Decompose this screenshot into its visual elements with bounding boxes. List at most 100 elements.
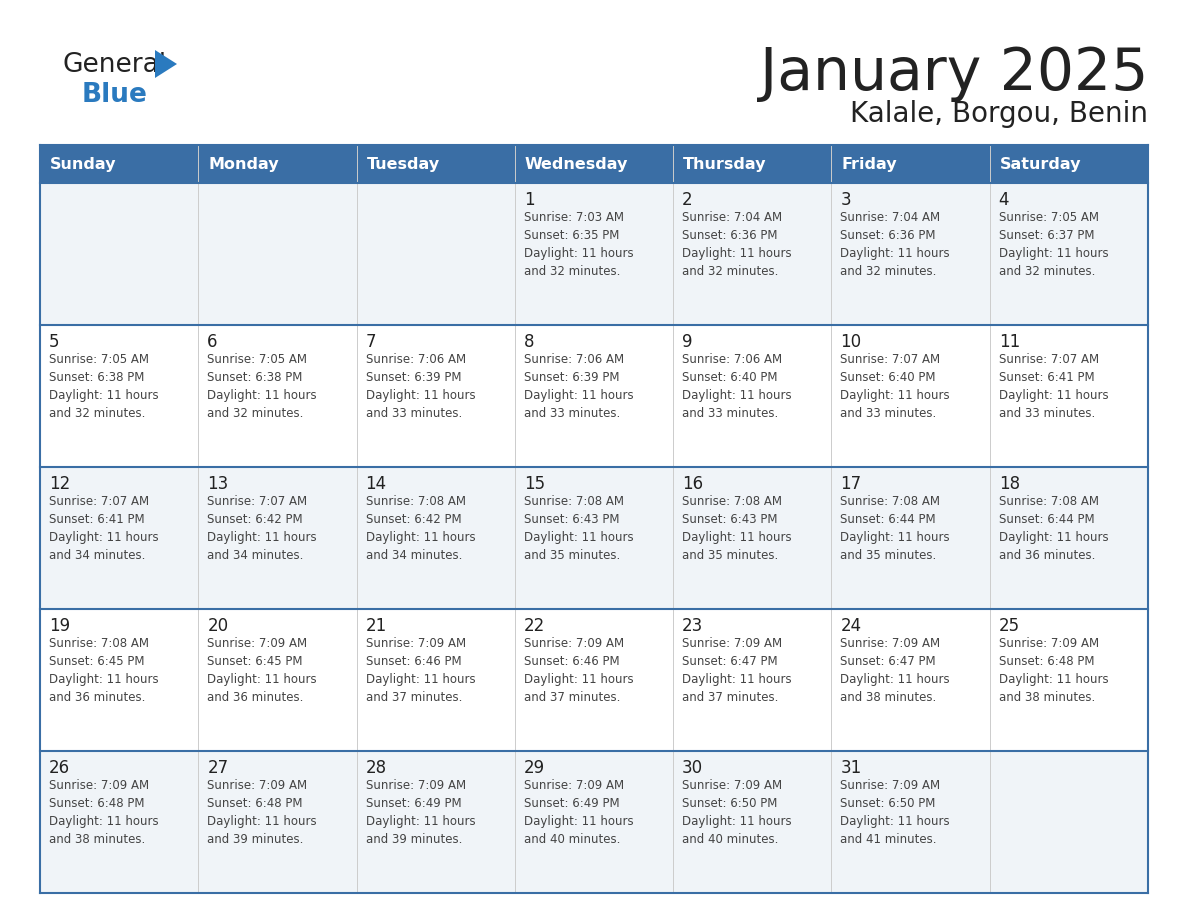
Bar	[40, 325, 198, 467]
Bar	[832, 325, 990, 467]
Text: Friday: Friday	[841, 156, 897, 172]
Text: Sunrise: 7:08 AM
Sunset: 6:42 PM
Daylight: 11 hours
and 34 minutes.: Sunrise: 7:08 AM Sunset: 6:42 PM Dayligh…	[366, 495, 475, 562]
Bar	[514, 751, 674, 893]
Text: 12: 12	[49, 475, 70, 493]
Bar	[356, 751, 514, 893]
Text: 5: 5	[49, 333, 59, 351]
Text: Sunrise: 7:08 AM
Sunset: 6:44 PM
Daylight: 11 hours
and 36 minutes.: Sunrise: 7:08 AM Sunset: 6:44 PM Dayligh…	[999, 495, 1108, 562]
Text: Sunrise: 7:08 AM
Sunset: 6:44 PM
Daylight: 11 hours
and 35 minutes.: Sunrise: 7:08 AM Sunset: 6:44 PM Dayligh…	[840, 495, 950, 562]
Bar	[674, 467, 832, 609]
Bar	[356, 145, 514, 183]
Bar	[356, 609, 514, 751]
Bar	[198, 145, 356, 183]
Bar	[832, 751, 990, 893]
Text: 25: 25	[999, 617, 1019, 635]
Bar	[674, 325, 832, 467]
Polygon shape	[154, 50, 177, 78]
Text: Sunrise: 7:08 AM
Sunset: 6:45 PM
Daylight: 11 hours
and 36 minutes.: Sunrise: 7:08 AM Sunset: 6:45 PM Dayligh…	[49, 637, 159, 704]
Text: Sunrise: 7:05 AM
Sunset: 6:38 PM
Daylight: 11 hours
and 32 minutes.: Sunrise: 7:05 AM Sunset: 6:38 PM Dayligh…	[207, 353, 317, 420]
Text: Sunrise: 7:03 AM
Sunset: 6:35 PM
Daylight: 11 hours
and 32 minutes.: Sunrise: 7:03 AM Sunset: 6:35 PM Dayligh…	[524, 211, 633, 278]
Text: Sunrise: 7:08 AM
Sunset: 6:43 PM
Daylight: 11 hours
and 35 minutes.: Sunrise: 7:08 AM Sunset: 6:43 PM Dayligh…	[682, 495, 791, 562]
Text: Sunrise: 7:07 AM
Sunset: 6:42 PM
Daylight: 11 hours
and 34 minutes.: Sunrise: 7:07 AM Sunset: 6:42 PM Dayligh…	[207, 495, 317, 562]
Bar	[514, 467, 674, 609]
Text: Sunrise: 7:09 AM
Sunset: 6:50 PM
Daylight: 11 hours
and 41 minutes.: Sunrise: 7:09 AM Sunset: 6:50 PM Dayligh…	[840, 779, 950, 846]
Bar	[198, 751, 356, 893]
Text: Sunrise: 7:09 AM
Sunset: 6:45 PM
Daylight: 11 hours
and 36 minutes.: Sunrise: 7:09 AM Sunset: 6:45 PM Dayligh…	[207, 637, 317, 704]
Text: Saturday: Saturday	[1000, 156, 1081, 172]
Text: 1: 1	[524, 191, 535, 209]
Text: 29: 29	[524, 759, 545, 777]
Bar	[990, 467, 1148, 609]
Text: 14: 14	[366, 475, 387, 493]
Text: General: General	[62, 52, 166, 78]
Bar	[514, 325, 674, 467]
Bar	[198, 609, 356, 751]
Bar	[40, 609, 198, 751]
Text: 27: 27	[207, 759, 228, 777]
Text: Sunrise: 7:06 AM
Sunset: 6:40 PM
Daylight: 11 hours
and 33 minutes.: Sunrise: 7:06 AM Sunset: 6:40 PM Dayligh…	[682, 353, 791, 420]
Text: Sunrise: 7:09 AM
Sunset: 6:46 PM
Daylight: 11 hours
and 37 minutes.: Sunrise: 7:09 AM Sunset: 6:46 PM Dayligh…	[366, 637, 475, 704]
Text: Sunrise: 7:07 AM
Sunset: 6:41 PM
Daylight: 11 hours
and 33 minutes.: Sunrise: 7:07 AM Sunset: 6:41 PM Dayligh…	[999, 353, 1108, 420]
Bar	[832, 609, 990, 751]
Text: 28: 28	[366, 759, 387, 777]
Bar	[40, 183, 198, 325]
Text: 8: 8	[524, 333, 535, 351]
Text: 4: 4	[999, 191, 1010, 209]
Bar	[674, 609, 832, 751]
Text: 31: 31	[840, 759, 861, 777]
Bar	[514, 145, 674, 183]
Bar	[832, 467, 990, 609]
Text: Sunrise: 7:07 AM
Sunset: 6:40 PM
Daylight: 11 hours
and 33 minutes.: Sunrise: 7:07 AM Sunset: 6:40 PM Dayligh…	[840, 353, 950, 420]
Text: 6: 6	[207, 333, 217, 351]
Bar	[832, 145, 990, 183]
Text: 21: 21	[366, 617, 387, 635]
Text: Sunrise: 7:08 AM
Sunset: 6:43 PM
Daylight: 11 hours
and 35 minutes.: Sunrise: 7:08 AM Sunset: 6:43 PM Dayligh…	[524, 495, 633, 562]
Bar	[674, 751, 832, 893]
Text: Tuesday: Tuesday	[367, 156, 440, 172]
Text: Sunrise: 7:09 AM
Sunset: 6:48 PM
Daylight: 11 hours
and 38 minutes.: Sunrise: 7:09 AM Sunset: 6:48 PM Dayligh…	[49, 779, 159, 846]
Bar	[356, 183, 514, 325]
Bar	[990, 183, 1148, 325]
Text: 3: 3	[840, 191, 851, 209]
Text: January 2025: January 2025	[759, 45, 1148, 102]
Text: Sunrise: 7:09 AM
Sunset: 6:49 PM
Daylight: 11 hours
and 39 minutes.: Sunrise: 7:09 AM Sunset: 6:49 PM Dayligh…	[366, 779, 475, 846]
Bar	[40, 751, 198, 893]
Text: 13: 13	[207, 475, 228, 493]
Text: 10: 10	[840, 333, 861, 351]
Text: Sunrise: 7:09 AM
Sunset: 6:48 PM
Daylight: 11 hours
and 39 minutes.: Sunrise: 7:09 AM Sunset: 6:48 PM Dayligh…	[207, 779, 317, 846]
Text: 30: 30	[682, 759, 703, 777]
Bar	[198, 183, 356, 325]
Text: Sunrise: 7:09 AM
Sunset: 6:47 PM
Daylight: 11 hours
and 38 minutes.: Sunrise: 7:09 AM Sunset: 6:47 PM Dayligh…	[840, 637, 950, 704]
Text: 18: 18	[999, 475, 1019, 493]
Text: Sunrise: 7:05 AM
Sunset: 6:37 PM
Daylight: 11 hours
and 32 minutes.: Sunrise: 7:05 AM Sunset: 6:37 PM Dayligh…	[999, 211, 1108, 278]
Text: Sunrise: 7:05 AM
Sunset: 6:38 PM
Daylight: 11 hours
and 32 minutes.: Sunrise: 7:05 AM Sunset: 6:38 PM Dayligh…	[49, 353, 159, 420]
Text: 26: 26	[49, 759, 70, 777]
Text: Sunrise: 7:09 AM
Sunset: 6:49 PM
Daylight: 11 hours
and 40 minutes.: Sunrise: 7:09 AM Sunset: 6:49 PM Dayligh…	[524, 779, 633, 846]
Text: 15: 15	[524, 475, 545, 493]
Text: Sunrise: 7:04 AM
Sunset: 6:36 PM
Daylight: 11 hours
and 32 minutes.: Sunrise: 7:04 AM Sunset: 6:36 PM Dayligh…	[840, 211, 950, 278]
Bar	[514, 183, 674, 325]
Bar	[990, 609, 1148, 751]
Bar	[356, 467, 514, 609]
Bar	[990, 751, 1148, 893]
Text: Sunrise: 7:09 AM
Sunset: 6:48 PM
Daylight: 11 hours
and 38 minutes.: Sunrise: 7:09 AM Sunset: 6:48 PM Dayligh…	[999, 637, 1108, 704]
Bar	[674, 183, 832, 325]
Text: Sunrise: 7:09 AM
Sunset: 6:47 PM
Daylight: 11 hours
and 37 minutes.: Sunrise: 7:09 AM Sunset: 6:47 PM Dayligh…	[682, 637, 791, 704]
Text: Sunrise: 7:04 AM
Sunset: 6:36 PM
Daylight: 11 hours
and 32 minutes.: Sunrise: 7:04 AM Sunset: 6:36 PM Dayligh…	[682, 211, 791, 278]
Text: 11: 11	[999, 333, 1020, 351]
Text: 7: 7	[366, 333, 377, 351]
Text: 17: 17	[840, 475, 861, 493]
Text: 24: 24	[840, 617, 861, 635]
Text: Blue: Blue	[82, 82, 147, 108]
Text: Wednesday: Wednesday	[525, 156, 628, 172]
Text: Sunrise: 7:09 AM
Sunset: 6:46 PM
Daylight: 11 hours
and 37 minutes.: Sunrise: 7:09 AM Sunset: 6:46 PM Dayligh…	[524, 637, 633, 704]
Bar	[40, 467, 198, 609]
Text: 9: 9	[682, 333, 693, 351]
Bar	[514, 609, 674, 751]
Bar	[356, 325, 514, 467]
Text: Sunrise: 7:06 AM
Sunset: 6:39 PM
Daylight: 11 hours
and 33 minutes.: Sunrise: 7:06 AM Sunset: 6:39 PM Dayligh…	[366, 353, 475, 420]
Bar	[674, 145, 832, 183]
Text: Kalale, Borgou, Benin: Kalale, Borgou, Benin	[849, 100, 1148, 128]
Text: Thursday: Thursday	[683, 156, 766, 172]
Text: 19: 19	[49, 617, 70, 635]
